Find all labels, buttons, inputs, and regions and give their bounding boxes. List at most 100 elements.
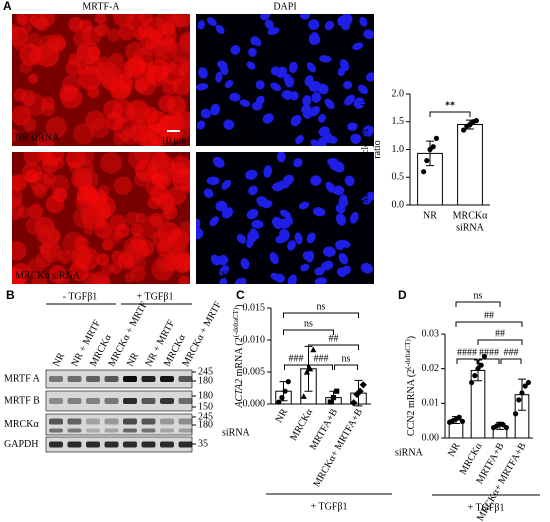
cell [60, 86, 83, 109]
x-axis-label: siRNA [395, 447, 424, 458]
nucleus [344, 94, 355, 106]
band [178, 441, 193, 448]
nucleus [206, 176, 220, 186]
nucleus [343, 80, 353, 90]
nucleus [230, 45, 241, 55]
cell [109, 80, 131, 101]
significance-bracket [456, 358, 478, 364]
band [104, 376, 119, 382]
y-tick-label: 0.015 [243, 302, 266, 313]
y-tick-label: 0.5 [392, 172, 405, 183]
nucleus [290, 114, 302, 127]
x-axis-label: siRNA [222, 427, 251, 438]
cell [41, 152, 65, 165]
cell [174, 100, 187, 113]
footer-label: + TGFβ1 [468, 502, 505, 513]
cell [89, 118, 110, 139]
band [123, 428, 137, 433]
band [86, 441, 100, 448]
nucleus [234, 277, 247, 284]
data-point [356, 387, 364, 395]
cell [80, 205, 100, 225]
cell [172, 77, 190, 96]
nucleus [361, 195, 372, 205]
scale-label: 10 μm [161, 135, 187, 146]
y-tick-label: 2.0 [392, 88, 405, 99]
cell [48, 265, 67, 284]
cell [159, 114, 173, 128]
data-point [519, 390, 525, 396]
nucleus [310, 139, 320, 146]
footer-label: + TGFβ1 [311, 501, 348, 512]
cell [39, 242, 52, 255]
nucleus [196, 83, 209, 91]
y-axis-label-part: ) [406, 336, 417, 339]
cell [118, 23, 136, 41]
nucleus [236, 233, 247, 244]
y-axis-label-part: ACTA2 [234, 379, 245, 409]
micrograph [12, 14, 190, 146]
nucleus [269, 252, 279, 265]
error-bar [426, 140, 434, 167]
nucleus [196, 120, 206, 130]
nucleus [224, 79, 234, 89]
nucleus [270, 272, 282, 282]
nucleus [215, 71, 223, 83]
cell [32, 183, 47, 198]
nucleus [263, 165, 273, 178]
cell [146, 65, 168, 87]
nucleus [279, 209, 291, 219]
y-tick-label: 0.005 [243, 366, 266, 377]
data-point [359, 381, 367, 389]
band [160, 418, 174, 425]
cell [178, 275, 190, 284]
data-point [424, 158, 430, 164]
nucleus [245, 169, 258, 180]
band [49, 428, 63, 433]
nucleus [239, 99, 251, 108]
nucleus [308, 19, 320, 31]
data-point [481, 353, 487, 360]
nucleus [229, 92, 241, 102]
band [104, 418, 119, 425]
cell [12, 241, 27, 261]
nucleus [350, 133, 362, 144]
lane-label: MRCKα + MRTF [180, 299, 224, 368]
nucleus [308, 80, 321, 92]
cell [12, 270, 25, 284]
data-point [303, 368, 310, 375]
nucleus [261, 200, 273, 209]
y-tick-label: 0.000 [243, 398, 266, 409]
nucleus [196, 218, 201, 230]
cell [12, 186, 23, 208]
nucleus [276, 152, 286, 163]
group-label: + TGFβ1 [137, 291, 174, 302]
cell [162, 205, 178, 220]
cell [96, 253, 110, 266]
significance-label: ## [495, 328, 505, 339]
nucleus [306, 62, 317, 73]
y-tick-label: 1.5 [392, 116, 405, 127]
nucleus [294, 232, 303, 245]
nucleus [362, 125, 374, 137]
significance-bracket [500, 358, 522, 364]
nucleus [210, 103, 221, 116]
data-point [310, 346, 317, 353]
cell [151, 258, 174, 281]
band [86, 398, 100, 404]
x-tick-label: NR [423, 210, 437, 221]
cell [139, 131, 160, 146]
nucleus [203, 188, 214, 199]
cell [147, 196, 161, 210]
nucleus [210, 254, 221, 266]
data-point [516, 397, 522, 403]
y-tick-label: 1.0 [392, 144, 405, 155]
lane-label: NR [125, 351, 141, 369]
nucleus [217, 254, 229, 266]
nucleus [338, 253, 349, 265]
band [49, 376, 63, 382]
band [123, 418, 137, 425]
data-point [475, 366, 481, 372]
micrograph [196, 14, 374, 146]
data-point [421, 169, 427, 175]
